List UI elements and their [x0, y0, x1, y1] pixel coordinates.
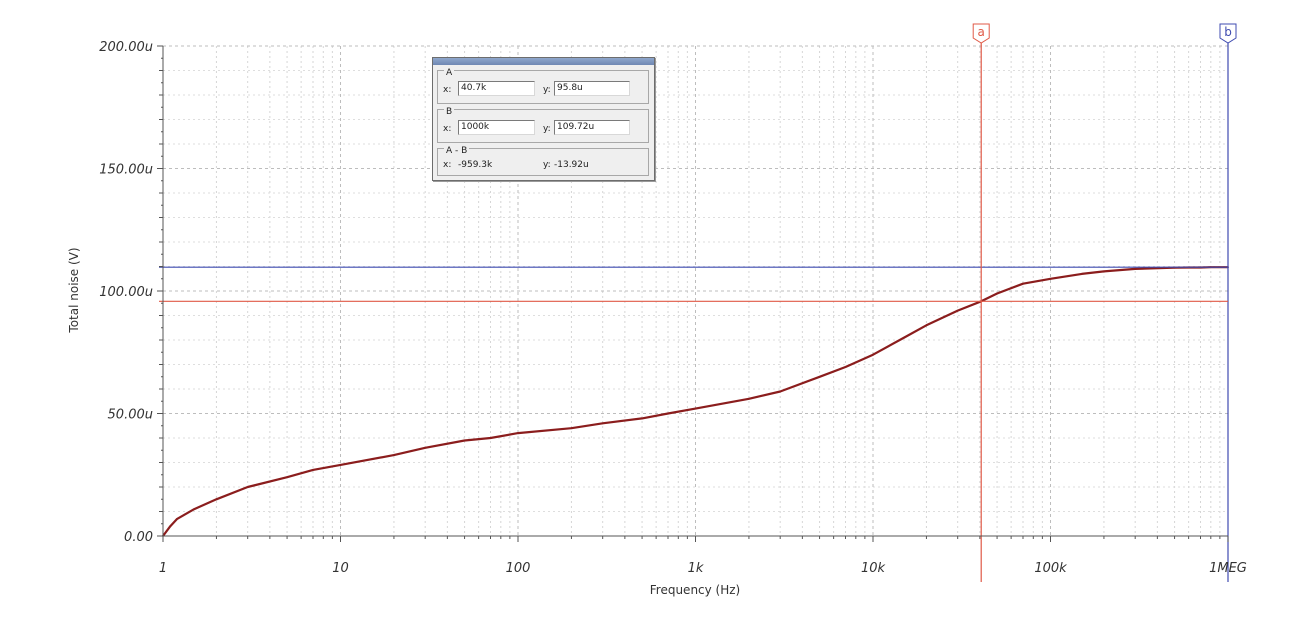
cursor-a-name: A: [444, 68, 455, 78]
cursor-a-x-label: x:: [443, 85, 452, 95]
x-tick-label: 100k: [1034, 561, 1067, 576]
cursor-layer: ba: [159, 23, 1237, 582]
series-point: [424, 446, 427, 449]
series-point: [176, 518, 179, 520]
x-tick-label: 100: [506, 561, 531, 576]
series-point: [903, 336, 906, 339]
series-point: [667, 412, 669, 415]
series-point: [393, 454, 395, 456]
x-tick-label: 10k: [861, 561, 886, 576]
cursor-b-x-label: x:: [443, 124, 452, 134]
x-tick-label: 10: [332, 561, 349, 576]
series-point: [925, 324, 928, 327]
cursor-diff-y-label: y:: [543, 160, 551, 170]
y-axis-title: Total noise (V): [67, 247, 81, 333]
series-point: [1134, 268, 1137, 270]
series-point: [246, 486, 249, 488]
x-tick-label: 1: [159, 561, 167, 576]
series-point: [818, 375, 821, 378]
series-point: [694, 407, 697, 410]
x-tick-label: 1k: [688, 561, 704, 576]
series-point: [1022, 282, 1024, 285]
cursor-b-name: B: [444, 107, 455, 117]
y-tick-label: 0.00: [124, 530, 153, 545]
series-point: [169, 525, 172, 528]
y-tick-label: 50.00u: [108, 408, 153, 423]
series-point: [996, 292, 998, 295]
cursor-diff-x-value: -959.3k: [458, 160, 493, 170]
cursor-a-tag-label[interactable]: a: [978, 25, 985, 39]
cursor-diff-name: A - B: [444, 146, 470, 156]
series-point: [1080, 273, 1083, 275]
series-point: [215, 498, 218, 501]
series-point: [956, 309, 959, 312]
cursor-readout-panel[interactable]: A x: 40.7k y: 95.8u B x: 1000k y: 109.72…: [432, 57, 655, 181]
series-layer: [162, 266, 1229, 537]
series-point: [844, 366, 847, 368]
series-point: [339, 464, 342, 466]
series-point: [312, 469, 314, 471]
cursor-a-group: A x: 40.7k y: 95.8u: [437, 68, 649, 104]
series-point: [463, 439, 466, 442]
series-point: [517, 432, 519, 434]
series-point: [489, 437, 492, 439]
x-axis-title: Frequency (Hz): [650, 583, 741, 597]
series-point: [748, 397, 750, 400]
cursor-b-x-field[interactable]: 1000k: [458, 120, 535, 135]
series-point: [601, 422, 604, 425]
cursor-b-y-field[interactable]: 109.72u: [554, 120, 630, 135]
cursor-b-tag-box[interactable]: [1219, 23, 1237, 44]
cursor-diff-x-label: x:: [443, 160, 452, 170]
series-point: [779, 390, 782, 393]
cursor-a-y-field[interactable]: 95.8u: [554, 81, 630, 96]
series-point: [286, 476, 288, 479]
cursor-b-tag-label[interactable]: b: [1224, 25, 1232, 39]
series-point: [1049, 277, 1052, 280]
series-point: [872, 353, 874, 356]
y-tick-label: 200.00u: [99, 40, 153, 55]
x-tick-labels: 1 10 100 1k 10k 100k 1MEG: [159, 561, 1247, 576]
cursor-a-tag[interactable]: a: [972, 23, 990, 44]
y-tick-labels: 0.00 50.00u 100.00u 150.00u 200.00u: [99, 40, 153, 545]
cursor-b-tag[interactable]: b: [1219, 23, 1237, 44]
series-point: [570, 427, 573, 430]
cursor-b-group: B x: 1000k y: 109.72u: [437, 107, 649, 143]
y-tick-label: 150.00u: [99, 163, 153, 178]
series-point: [193, 508, 196, 510]
axes: [157, 45, 1229, 542]
cursor-diff-group: A - B x: -959.3k y: -13.92u: [437, 146, 649, 176]
cursor-a-y-label: y:: [543, 85, 551, 95]
cursor-a-tag-box[interactable]: [972, 23, 990, 44]
y-tick-label: 100.00u: [99, 285, 153, 300]
cursor-b-y-label: y:: [543, 124, 551, 134]
series-point: [1103, 270, 1105, 273]
cursor-a-x-field[interactable]: 40.7k: [458, 81, 535, 96]
x-tick-label: 1MEG: [1209, 561, 1247, 576]
series-point: [641, 417, 643, 420]
cursor-diff-y-value: -13.92u: [554, 160, 589, 170]
readout-title-bar[interactable]: [433, 58, 654, 65]
